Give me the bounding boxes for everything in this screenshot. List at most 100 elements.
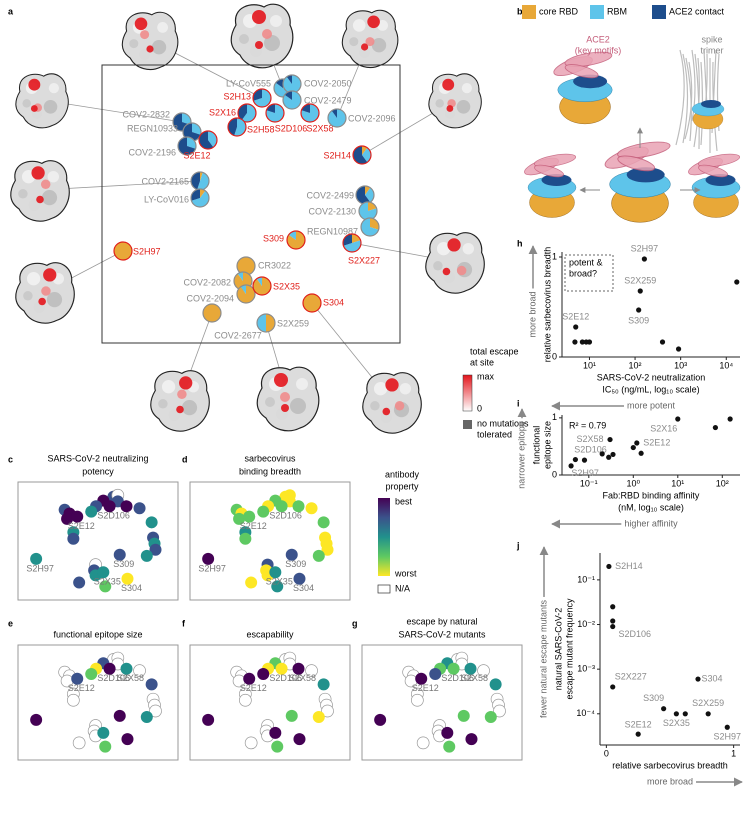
pie-outline [113,241,133,261]
point [586,339,593,345]
antibody-label: S2E12 [183,150,210,160]
x-tick-label: 10³ [674,360,687,370]
spike-strand [682,53,689,144]
surface-patch [38,297,46,306]
rbd-structure [524,153,577,218]
antibody-dot [312,549,325,562]
pie-slice [190,172,200,190]
pie-slice [253,89,262,101]
surface-patch [361,43,369,51]
panel-frame [17,644,179,761]
legend-swatch [590,5,604,19]
panel-a-frame [101,64,401,344]
x-tick-label: 10⁰ [626,478,640,488]
surface-patch [435,99,444,108]
pie-outline [327,108,347,128]
antibody-label: REGN10987 [307,226,358,236]
pie-outline [172,112,192,132]
y-tick-label: 1 [552,251,557,261]
direction-label: higher affinity [624,518,678,528]
antibody-dot [243,672,256,685]
pie-slice [256,277,262,286]
point-label: S2H14 [615,561,643,571]
legend-label: RBM [607,6,627,16]
direction-label: more broad [527,291,537,337]
pie-slice [365,187,375,203]
surface-patch [48,83,59,94]
surface-patch [377,20,388,31]
point [734,279,740,285]
pie-outline [302,293,322,313]
x-tick-label: 1 [731,748,736,758]
panel-letter: c [8,454,13,464]
pie-slice [240,285,246,294]
antibody-label: S2H14 [323,150,351,160]
point [610,684,616,690]
surface-patch [146,45,154,53]
surface-patch [447,238,461,252]
antibody-dot [97,726,110,739]
pie-outline [300,103,320,123]
surface-patch [274,373,288,387]
dot-label: S2E12 [68,683,95,693]
surface-patch [157,22,168,33]
panel-letter: j [516,540,520,550]
y-tick-label: 0 [552,351,557,361]
point [568,463,574,469]
point-label: S2X35 [663,718,690,728]
dot-label: S2X58 [117,673,144,683]
dot-label: S2X35 [94,577,121,587]
antibody-label: COV2-2196 [128,147,176,157]
structure [10,160,70,222]
pie-outline [265,103,285,123]
dot-label: S2E12 [412,683,439,693]
surface-patch [255,41,263,49]
antibody-dot [477,664,490,677]
surface-patch [394,401,405,411]
legend-best: best [395,496,413,506]
pie-slice [368,202,377,211]
pie-slice [198,131,214,149]
point-label: S2X16 [650,423,677,433]
antibody-dot [145,678,158,691]
direction-label: narrower epitope [516,421,526,489]
surface-patch [367,15,380,29]
surface-patch [365,37,375,47]
pie-slice [114,242,132,260]
surface-patch [18,189,28,199]
pie-slice [362,147,371,163]
point [635,731,641,737]
surface-patch [23,291,33,301]
antibody-dot [140,549,153,562]
y-tick-label: 10⁻² [577,619,595,629]
antibody-dot [493,704,506,718]
point [610,451,616,458]
pie-slice [301,104,310,113]
x-axis-label: (nM, log₁₀ scale) [618,502,684,512]
panel-title: functional epitope size [53,629,142,639]
rbd-structure [691,100,725,130]
rbd-structure [553,51,613,125]
antibody-dot [293,572,306,585]
antibody-dot [140,710,153,723]
point-label: S2H97 [571,468,599,478]
structure [428,73,482,129]
point [695,676,701,682]
point [673,711,679,717]
antibody-label: COV2-2130 [308,206,356,216]
surface-patch [290,398,306,414]
surface-patch [181,400,198,416]
pie-slice [353,146,368,164]
antibody-label: S2X58 [306,123,333,133]
antibody-dot [271,740,284,753]
point-label: S2E12 [643,437,670,447]
surface-patch [456,265,467,276]
pie-slice [303,294,321,312]
structure [256,366,320,432]
antibody-dot [271,580,284,593]
surface-patch [442,267,451,276]
direction-label: fewer natural escape mutants [538,599,548,718]
x-tick-label: 10² [716,478,729,488]
surface-patch [444,108,455,119]
legend-title: antibody [385,469,420,479]
